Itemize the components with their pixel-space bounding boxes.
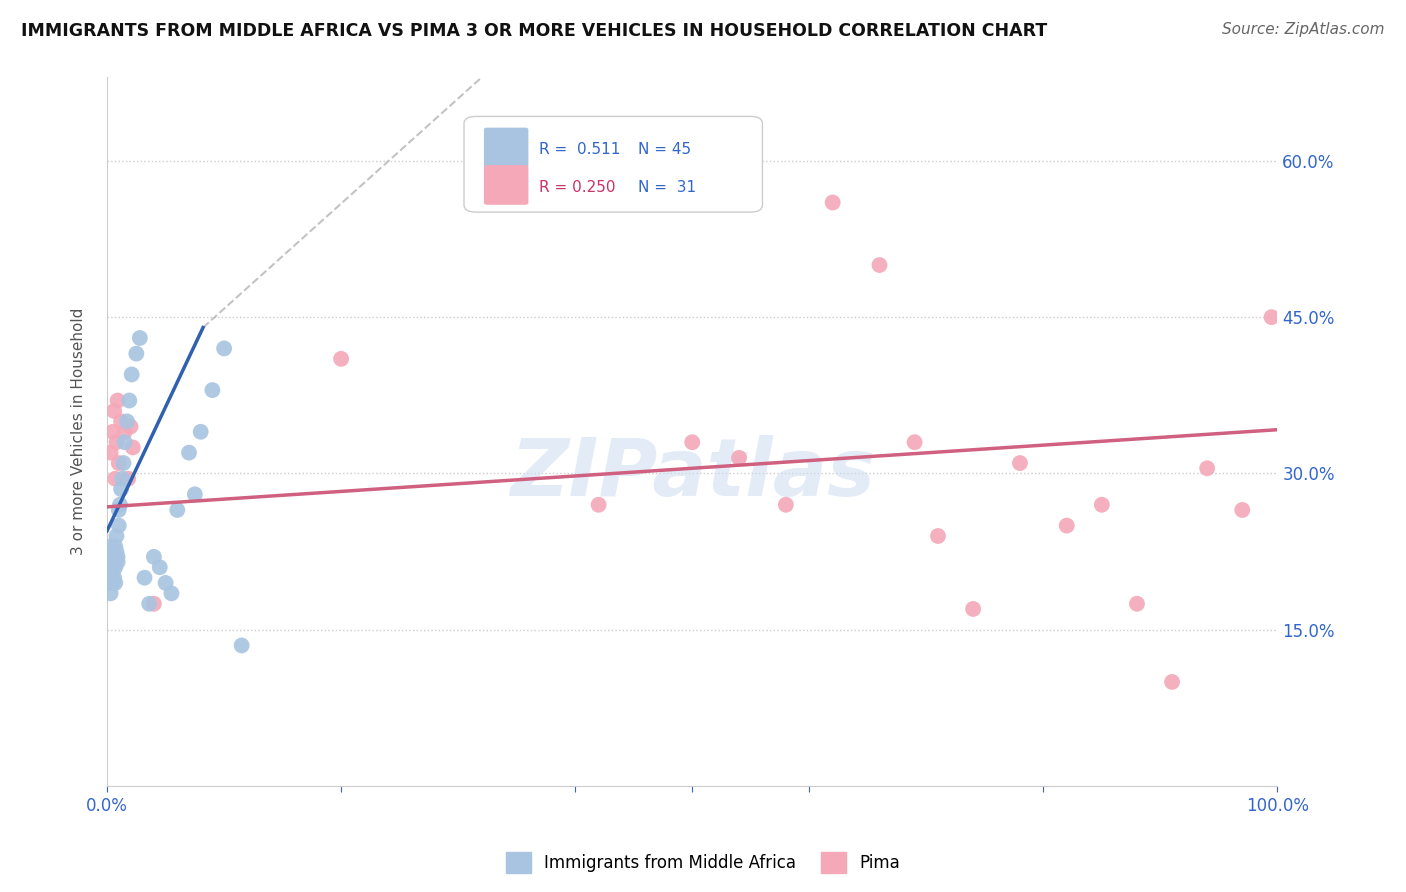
Point [105,544,128,558]
Point [681,435,703,450]
Point [104,472,127,486]
Point [962,602,984,616]
Point [107,555,129,569]
Point [149,560,172,574]
Point [177,445,200,459]
Point [1260,310,1282,325]
Point [728,450,751,465]
Point [142,597,165,611]
FancyBboxPatch shape [484,165,529,205]
Point [330,351,353,366]
Point [190,425,212,439]
Text: ZIPatlas: ZIPatlas [510,435,875,513]
Point [118,393,141,408]
Point [107,393,129,408]
Point [100,571,122,585]
Point [104,560,127,574]
Point [100,544,122,558]
Point [128,331,150,345]
Point [138,597,160,611]
Point [1161,674,1184,689]
Point [155,575,177,590]
Legend: Immigrants from Middle Africa, Pima: Immigrants from Middle Africa, Pima [499,846,907,880]
FancyBboxPatch shape [484,128,529,168]
Point [142,549,165,564]
Point [107,549,129,564]
Point [105,435,128,450]
Point [134,571,156,585]
Point [101,425,124,439]
Point [1232,503,1254,517]
Point [107,456,129,470]
Point [98,540,121,554]
Point [121,441,143,455]
Point [100,549,122,564]
FancyBboxPatch shape [464,117,762,212]
Point [97,555,120,569]
Point [121,368,143,382]
Point [111,472,134,486]
Point [112,456,135,470]
Point [821,195,844,210]
Point [103,555,125,569]
Point [166,503,188,517]
Point [115,414,138,428]
Point [103,404,125,418]
Point [1091,498,1114,512]
Point [120,419,142,434]
Point [105,529,128,543]
Point [903,435,925,450]
Text: N = 45: N = 45 [638,142,692,157]
Text: R = 0.250: R = 0.250 [538,179,616,194]
Point [125,346,148,360]
Point [588,498,610,512]
Point [100,586,122,600]
Point [98,575,121,590]
Point [114,425,136,439]
Point [107,518,129,533]
Point [101,549,124,564]
Text: R =  0.511: R = 0.511 [538,142,620,157]
Point [212,342,235,356]
Point [117,472,139,486]
Point [1008,456,1031,470]
Text: IMMIGRANTS FROM MIDDLE AFRICA VS PIMA 3 OR MORE VEHICLES IN HOUSEHOLD CORRELATIO: IMMIGRANTS FROM MIDDLE AFRICA VS PIMA 3 … [21,22,1047,40]
Point [114,435,136,450]
Point [869,258,891,272]
Point [101,560,124,574]
Point [101,575,124,590]
Point [201,383,224,397]
Point [104,540,127,554]
Point [103,571,125,585]
Text: Source: ZipAtlas.com: Source: ZipAtlas.com [1222,22,1385,37]
Y-axis label: 3 or more Vehicles in Household: 3 or more Vehicles in Household [72,308,86,556]
Point [1056,518,1078,533]
Point [110,414,132,428]
Point [184,487,207,501]
Point [231,639,253,653]
Point [107,503,129,517]
Point [110,482,132,496]
Point [160,586,183,600]
Point [1126,597,1149,611]
Point [775,498,797,512]
Point [108,498,131,512]
Point [100,445,122,459]
Point [104,575,127,590]
Point [1197,461,1219,475]
Point [927,529,949,543]
Point [100,560,122,574]
Text: N =  31: N = 31 [638,179,696,194]
